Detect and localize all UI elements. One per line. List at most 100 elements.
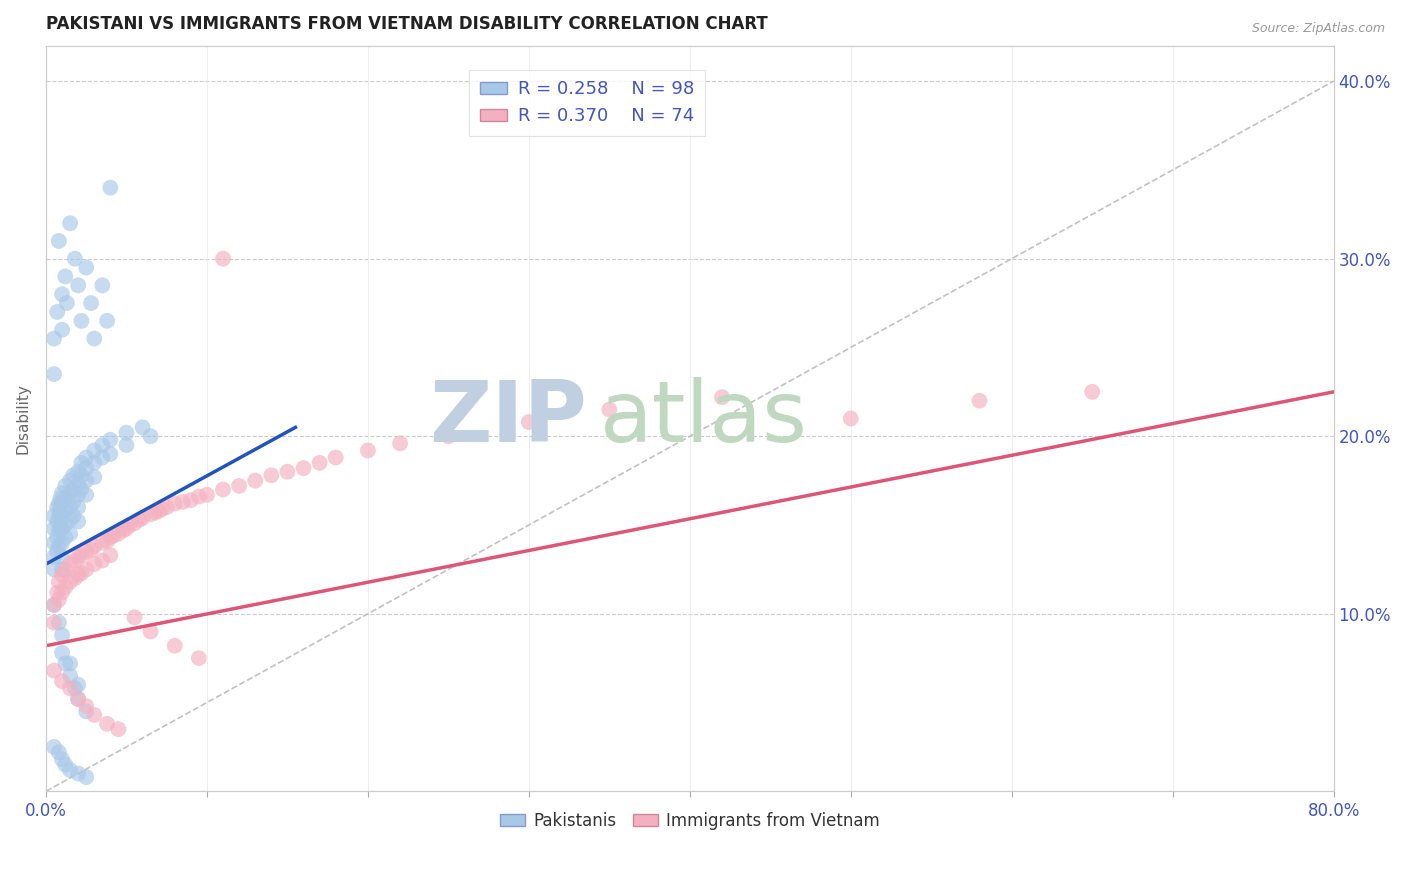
Text: Source: ZipAtlas.com: Source: ZipAtlas.com bbox=[1251, 22, 1385, 36]
Point bbox=[711, 390, 734, 404]
Point bbox=[163, 497, 186, 511]
Point bbox=[51, 535, 73, 549]
Point bbox=[53, 479, 76, 493]
Point bbox=[80, 296, 103, 310]
Point bbox=[63, 252, 86, 266]
Point bbox=[67, 692, 90, 706]
Point bbox=[98, 447, 121, 461]
Point bbox=[62, 483, 84, 497]
Point bbox=[75, 474, 97, 488]
Point bbox=[70, 548, 93, 562]
Point bbox=[53, 269, 76, 284]
Point bbox=[83, 557, 105, 571]
Legend: Pakistanis, Immigrants from Vietnam: Pakistanis, Immigrants from Vietnam bbox=[494, 805, 887, 837]
Point bbox=[42, 522, 65, 536]
Point bbox=[63, 571, 86, 585]
Point bbox=[48, 592, 70, 607]
Point bbox=[75, 450, 97, 465]
Point bbox=[96, 533, 118, 548]
Point bbox=[96, 314, 118, 328]
Point bbox=[75, 488, 97, 502]
Point bbox=[245, 474, 267, 488]
Point bbox=[80, 542, 103, 557]
Point bbox=[51, 646, 73, 660]
Point bbox=[91, 450, 114, 465]
Point bbox=[389, 436, 412, 450]
Point bbox=[59, 557, 82, 571]
Point bbox=[46, 544, 69, 558]
Point bbox=[51, 522, 73, 536]
Point bbox=[131, 511, 153, 525]
Point bbox=[51, 567, 73, 582]
Point bbox=[42, 615, 65, 630]
Point bbox=[139, 429, 162, 443]
Point bbox=[70, 483, 93, 497]
Point bbox=[48, 539, 70, 553]
Point bbox=[67, 549, 90, 564]
Point bbox=[59, 669, 82, 683]
Point bbox=[70, 468, 93, 483]
Point bbox=[107, 527, 129, 541]
Point bbox=[46, 305, 69, 319]
Point bbox=[51, 674, 73, 689]
Point bbox=[67, 488, 90, 502]
Point bbox=[46, 585, 69, 599]
Point bbox=[115, 522, 138, 536]
Point bbox=[59, 527, 82, 541]
Text: ZIP: ZIP bbox=[429, 377, 586, 460]
Point bbox=[53, 504, 76, 518]
Point bbox=[59, 486, 82, 500]
Point bbox=[969, 393, 991, 408]
Point bbox=[91, 278, 114, 293]
Point bbox=[67, 678, 90, 692]
Point bbox=[598, 402, 620, 417]
Text: atlas: atlas bbox=[600, 377, 807, 460]
Text: PAKISTANI VS IMMIGRANTS FROM VIETNAM DISABILITY CORRELATION CHART: PAKISTANI VS IMMIGRANTS FROM VIETNAM DIS… bbox=[46, 15, 768, 33]
Point bbox=[103, 528, 125, 542]
Point bbox=[212, 483, 235, 497]
Point bbox=[292, 461, 315, 475]
Point bbox=[156, 500, 179, 515]
Point bbox=[83, 443, 105, 458]
Point bbox=[75, 705, 97, 719]
Point bbox=[63, 681, 86, 696]
Point bbox=[48, 615, 70, 630]
Point bbox=[98, 548, 121, 562]
Point bbox=[59, 681, 82, 696]
Point bbox=[42, 535, 65, 549]
Point bbox=[187, 490, 209, 504]
Point bbox=[49, 522, 72, 536]
Point bbox=[83, 470, 105, 484]
Point bbox=[59, 574, 82, 589]
Point bbox=[51, 509, 73, 524]
Point bbox=[75, 544, 97, 558]
Point bbox=[139, 624, 162, 639]
Point bbox=[75, 260, 97, 275]
Point bbox=[53, 657, 76, 671]
Point bbox=[51, 585, 73, 599]
Point bbox=[139, 508, 162, 522]
Point bbox=[91, 553, 114, 567]
Point bbox=[48, 497, 70, 511]
Point bbox=[112, 524, 135, 538]
Point bbox=[131, 420, 153, 434]
Point bbox=[124, 516, 146, 531]
Point bbox=[42, 367, 65, 381]
Point bbox=[212, 252, 235, 266]
Point bbox=[51, 287, 73, 301]
Point bbox=[98, 180, 121, 194]
Point bbox=[276, 465, 298, 479]
Point bbox=[53, 518, 76, 533]
Point bbox=[75, 461, 97, 475]
Point bbox=[98, 433, 121, 447]
Point bbox=[228, 479, 250, 493]
Point bbox=[42, 549, 65, 564]
Point bbox=[48, 509, 70, 524]
Point bbox=[59, 474, 82, 488]
Point bbox=[48, 234, 70, 248]
Point bbox=[62, 468, 84, 483]
Point bbox=[51, 752, 73, 766]
Point bbox=[59, 216, 82, 230]
Point bbox=[83, 456, 105, 470]
Point bbox=[48, 574, 70, 589]
